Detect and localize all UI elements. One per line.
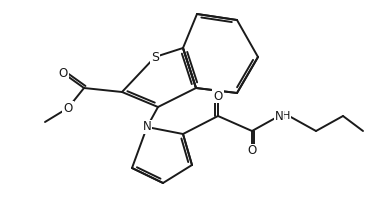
Text: H: H: [282, 111, 290, 121]
Text: O: O: [213, 89, 223, 103]
Text: N: N: [275, 110, 283, 123]
Text: N: N: [142, 120, 151, 134]
Text: S: S: [151, 50, 159, 64]
Text: O: O: [63, 101, 73, 115]
Text: O: O: [58, 66, 68, 80]
Text: O: O: [248, 145, 257, 157]
